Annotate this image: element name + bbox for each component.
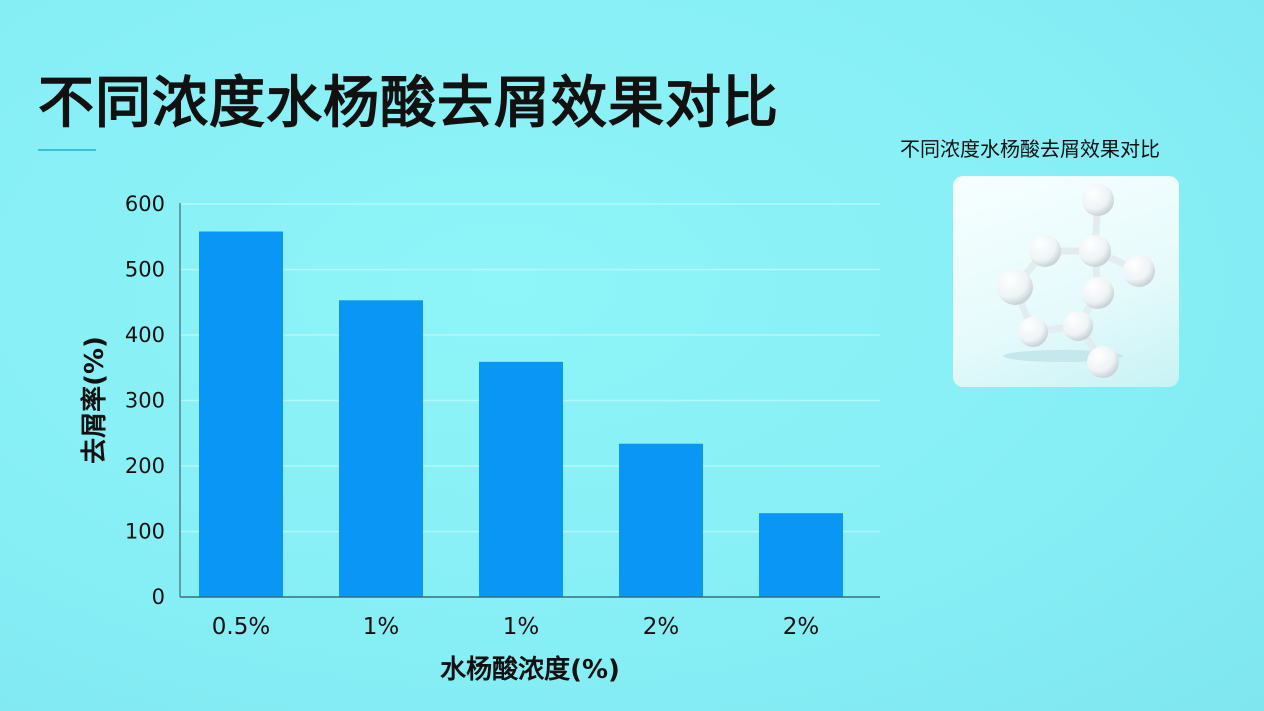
x-tick-label: 1%	[363, 614, 400, 640]
molecule-image-card	[953, 176, 1179, 387]
bar	[759, 513, 843, 597]
x-axis-title: 水杨酸浓度(%)	[440, 654, 620, 685]
y-tick-label: 400	[125, 323, 165, 347]
molecule-model-icon	[997, 184, 1155, 378]
side-panel-title: 不同浓度水杨酸去屑效果对比	[900, 137, 1160, 161]
y-axis-title: 去屑率(%)	[79, 336, 110, 464]
x-tick-label: 2%	[643, 614, 680, 640]
bar	[479, 361, 563, 597]
x-tick-label: 2%	[783, 614, 820, 640]
y-tick-label: 0	[152, 585, 165, 609]
y-tick-label: 600	[125, 192, 165, 216]
bar	[619, 443, 703, 597]
x-tick-label: 1%	[503, 614, 540, 640]
x-tick-label: 0.5%	[212, 614, 270, 640]
y-tick-label: 500	[125, 258, 165, 282]
y-tick-label: 100	[125, 520, 165, 544]
bar	[339, 300, 423, 597]
title-underline	[38, 149, 96, 151]
y-tick-label: 200	[125, 454, 165, 478]
page-title: 不同浓度水杨酸去屑效果对比	[38, 71, 779, 136]
bar	[199, 231, 283, 597]
y-tick-label: 300	[125, 389, 165, 413]
